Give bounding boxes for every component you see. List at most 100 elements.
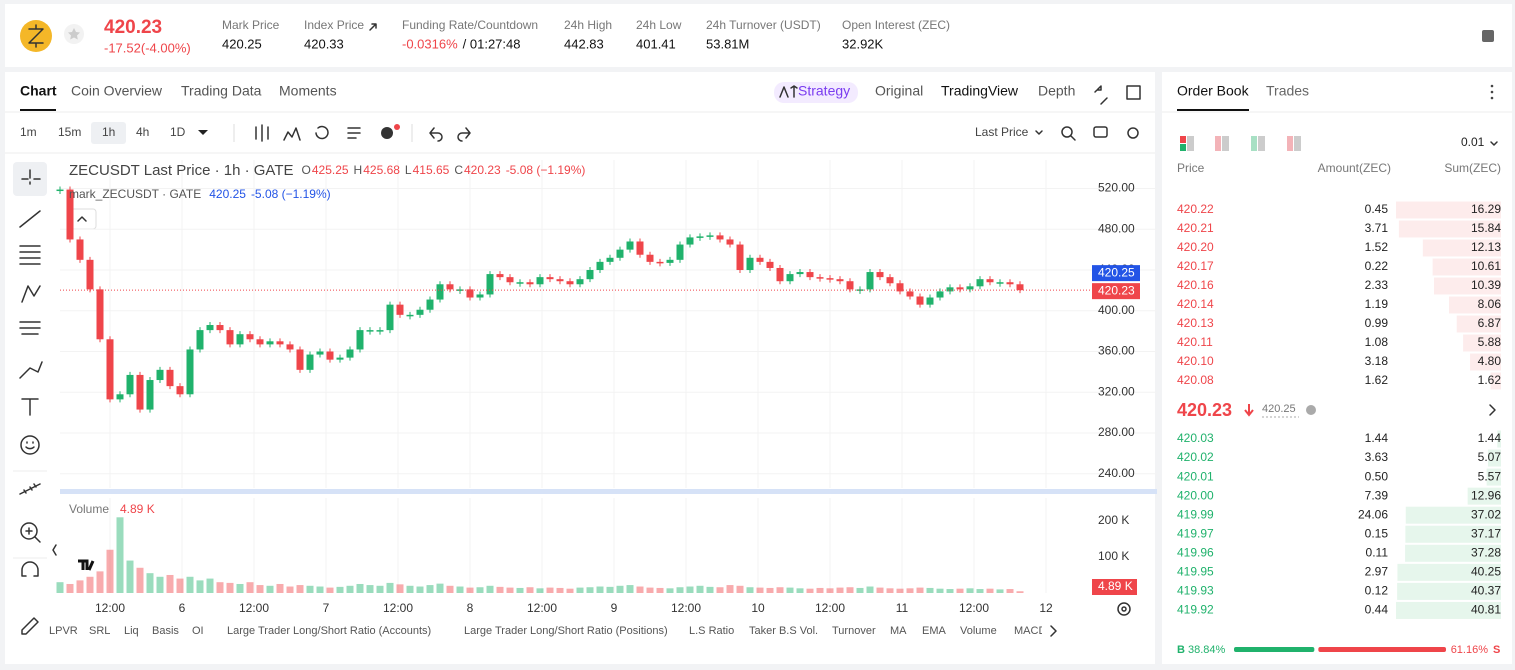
price-step[interactable]: 0.01	[1461, 135, 1485, 149]
volume-bar	[486, 585, 494, 593]
view-tab[interactable]: Depth	[1038, 83, 1075, 99]
order-price[interactable]: 420.13	[1177, 316, 1214, 330]
order-price[interactable]: 420.08	[1177, 373, 1214, 387]
order-price[interactable]: 420.14	[1177, 297, 1214, 311]
depth-bar	[1434, 277, 1501, 295]
order-price[interactable]: 420.10	[1177, 354, 1214, 368]
orderbook-tab[interactable]: Order Book	[1177, 83, 1250, 99]
volume-bar	[366, 585, 374, 593]
interval[interactable]: 15m	[58, 125, 81, 139]
depth-bar	[1396, 201, 1501, 219]
indicator-tab[interactable]: Large Trader Long/Short Ratio (Accounts)	[227, 625, 431, 637]
indicator-tab[interactable]: Turnover	[832, 625, 876, 637]
order-sum: 37.17	[1471, 526, 1501, 540]
indicator-tab[interactable]: Large Trader Long/Short Ratio (Positions…	[464, 625, 668, 637]
order-price[interactable]: 419.95	[1177, 565, 1214, 579]
interval[interactable]: 1h	[102, 125, 115, 139]
candle	[506, 277, 514, 283]
volume-bar	[526, 587, 534, 593]
orderbook-icons[interactable]	[1180, 84, 1498, 417]
order-price[interactable]: 420.00	[1177, 488, 1214, 502]
interval[interactable]: 1m	[20, 125, 37, 139]
order-price[interactable]: 419.92	[1177, 603, 1214, 617]
volume-bar	[836, 587, 844, 593]
candle	[646, 254, 654, 262]
indicator-tab[interactable]: Taker B.S Vol.	[749, 625, 818, 637]
order-price[interactable]: 420.01	[1177, 469, 1214, 483]
indicator-tab[interactable]: EMA	[922, 625, 947, 637]
legend-ohlc-key: H	[354, 163, 363, 177]
order-price[interactable]: 420.21	[1177, 221, 1214, 235]
favorite-star[interactable]	[64, 24, 84, 44]
order-price[interactable]: 420.22	[1177, 202, 1214, 216]
legend-change: -5.08 (−1.19%)	[506, 163, 586, 177]
indicator-tab[interactable]: Basis	[152, 625, 179, 637]
order-price[interactable]: 419.93	[1177, 584, 1214, 598]
x-tick-label: 9	[611, 601, 618, 615]
view-tab[interactable]: Strategy	[798, 83, 850, 99]
candle	[246, 334, 254, 340]
indicator-tab[interactable]: MA	[890, 625, 907, 637]
volume-bar	[246, 582, 254, 593]
indicator-tab[interactable]: OI	[192, 625, 204, 637]
volume-bar	[636, 586, 644, 593]
dropdown-arrow[interactable]	[198, 130, 208, 135]
candle	[696, 236, 704, 238]
order-price[interactable]: 420.17	[1177, 259, 1214, 273]
indicator-tab[interactable]: Volume	[960, 625, 997, 637]
settings-icon[interactable]	[1482, 30, 1494, 42]
order-price[interactable]: 420.03	[1177, 431, 1214, 445]
candle	[776, 267, 784, 282]
candle	[376, 330, 384, 332]
candle	[556, 279, 564, 282]
indicator-tab[interactable]: Liq	[124, 625, 139, 637]
depth-bar	[1397, 582, 1501, 600]
candle	[146, 380, 154, 410]
orderbook-tab[interactable]: Trades	[1266, 83, 1309, 99]
order-price[interactable]: 420.16	[1177, 278, 1214, 292]
chart-tab[interactable]: Coin Overview	[71, 83, 163, 99]
volume-bar	[616, 585, 624, 593]
indicator-tab[interactable]: LPVR	[49, 625, 78, 637]
order-price[interactable]: 420.20	[1177, 240, 1214, 254]
order-price[interactable]: 420.11	[1177, 335, 1213, 349]
volume-bar	[716, 587, 724, 593]
collapse-button[interactable]	[68, 208, 97, 230]
chart-tab[interactable]: Chart	[20, 83, 57, 99]
depth-bar	[1405, 544, 1501, 562]
legend-ohlc-value: 425.25	[312, 163, 349, 177]
candle	[546, 277, 554, 280]
chart-tab[interactable]: Moments	[279, 83, 337, 99]
view-tab[interactable]: Original	[875, 83, 923, 99]
order-sum: 4.80	[1478, 354, 1502, 368]
volume-bar	[596, 586, 604, 593]
order-price[interactable]: 420.02	[1177, 450, 1214, 464]
view-tab[interactable]: TradingView	[941, 83, 1019, 99]
chart-tab[interactable]: Trading Data	[181, 83, 262, 99]
drawing-tools[interactable]	[13, 162, 47, 635]
indicator-tab[interactable]: L.S Ratio	[689, 625, 734, 637]
toolbar-icons[interactable]	[233, 85, 1141, 142]
order-price[interactable]: 419.99	[1177, 507, 1214, 521]
interval[interactable]: 4h	[136, 125, 149, 139]
expand-arrow[interactable]	[52, 544, 57, 556]
candle	[936, 291, 944, 298]
indicator-tab[interactable]: MACD	[1014, 625, 1046, 637]
order-price[interactable]: 419.96	[1177, 545, 1214, 559]
x-tick-label: 12:00	[959, 601, 989, 615]
indicator-tab[interactable]: SRL	[89, 625, 110, 637]
indicator-next[interactable]	[1050, 625, 1057, 637]
volume-bar	[116, 517, 124, 593]
price-type[interactable]: Last Price	[975, 125, 1029, 139]
sell-ratio-bar	[1318, 647, 1446, 652]
volume-bar	[506, 587, 514, 593]
chart-settings[interactable]	[1117, 602, 1131, 616]
order-sum: 40.25	[1471, 565, 1501, 579]
candle	[96, 289, 104, 340]
order-price[interactable]: 419.97	[1177, 526, 1214, 540]
candle	[276, 341, 284, 345]
interval[interactable]: 1D	[170, 125, 186, 139]
candle	[766, 261, 774, 268]
candle	[466, 289, 474, 298]
